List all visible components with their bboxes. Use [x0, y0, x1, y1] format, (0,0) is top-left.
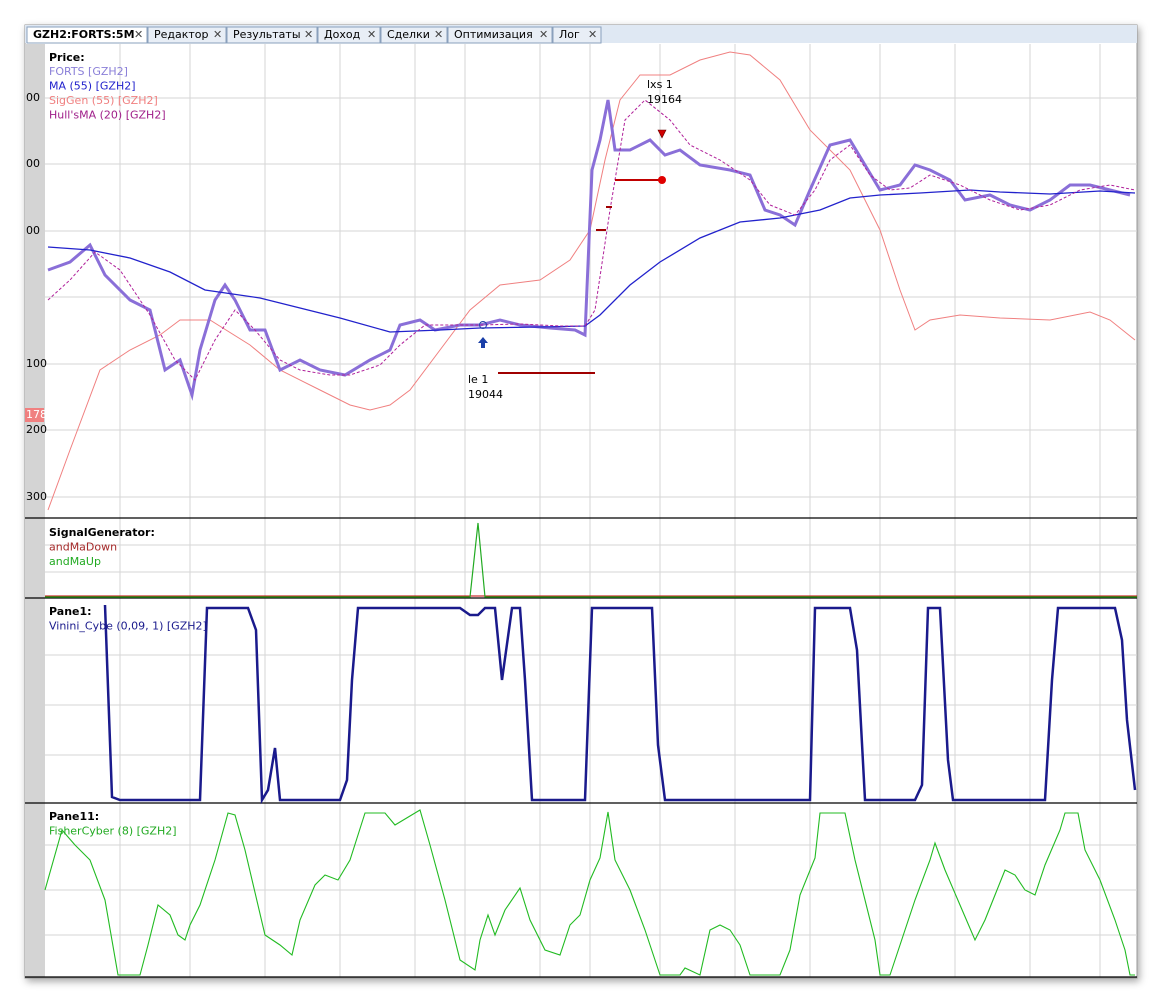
tab-close: ✕ [367, 28, 376, 41]
tab-bg [552, 26, 602, 44]
annotation-label: lxs 1 [647, 78, 673, 91]
axis-label: 300 [26, 490, 47, 503]
ma-line [47, 189, 1136, 333]
legend-entry: Vinini_Cybe (0,09, 1) [GZH2] [49, 620, 207, 633]
tab[interactable]: Доход [324, 28, 361, 41]
tab[interactable]: Сделки [387, 28, 430, 41]
trade-markers [478, 129, 667, 374]
tab-bg [380, 26, 448, 44]
tab-close: ✕ [539, 28, 548, 41]
annotation-label: le 1 [468, 373, 488, 386]
grid [45, 44, 1137, 977]
tab-close: ✕ [588, 28, 597, 41]
pane-title: Price: [49, 51, 85, 64]
price-marker [25, 408, 44, 422]
tab-close: ✕ [213, 28, 222, 41]
pane-title: Pane11: [49, 810, 99, 823]
tab-bg [147, 26, 227, 44]
price-line [47, 99, 1131, 401]
annotation-price: 19164 [647, 93, 682, 106]
tab-close: ✕ [304, 28, 313, 41]
axis-label: 00 [26, 157, 40, 170]
annotation-price: 19044 [468, 388, 503, 401]
legend-entry: FORTS [GZH2] [49, 65, 128, 78]
sigGen-line [47, 51, 1136, 511]
legend-entry: Hull'sMA (20) [GZH2] [49, 109, 166, 122]
legend-entry: andMaUp [49, 555, 101, 568]
tab-bg [447, 26, 553, 44]
pane-separators [25, 517, 1137, 978]
andMaUp-line [45, 522, 1137, 598]
legend-entry: andMaDown [49, 541, 117, 554]
axis-label: 200 [26, 423, 47, 436]
tabs: GZH2:FORTS:5M ✕ Редактор ✕ Результаты ✕ Доход ✕… [26, 26, 602, 44]
pane-title: Pane1: [49, 605, 92, 618]
legend-entry: SigGen (55) [GZH2] [49, 94, 158, 107]
vinini-line [103, 604, 1137, 805]
tab[interactable]: Оптимизация [454, 28, 533, 41]
tab[interactable]: Лог [559, 28, 580, 41]
labels: Price:FORTS [GZH2] MA (55) [GZH2]SigGen (… [26, 51, 682, 838]
axis-label: 178 [26, 408, 47, 421]
legend-entry: FisherCyber (8) [GZH2] [49, 825, 177, 838]
pane-title: SignalGenerator: [49, 526, 155, 539]
legend-entry: MA (55) [GZH2] [49, 80, 136, 93]
tab[interactable]: Результаты [233, 28, 301, 41]
fisher-line [44, 809, 1135, 976]
window-frame [24, 24, 1138, 979]
tab[interactable]: GZH2:FORTS:5M [33, 28, 135, 41]
axis-label: 00 [26, 91, 40, 104]
tab[interactable]: Редактор [154, 28, 209, 41]
tab-bg [226, 26, 318, 44]
tab-close: ✕ [134, 28, 143, 41]
axis-label: 100 [26, 357, 47, 370]
axis-label: 00 [26, 224, 40, 237]
tab-bg [26, 26, 148, 44]
tab-bg [317, 26, 381, 44]
axis-strip [25, 44, 45, 977]
tab-close: ✕ [434, 28, 443, 41]
hull-line [47, 99, 1136, 381]
